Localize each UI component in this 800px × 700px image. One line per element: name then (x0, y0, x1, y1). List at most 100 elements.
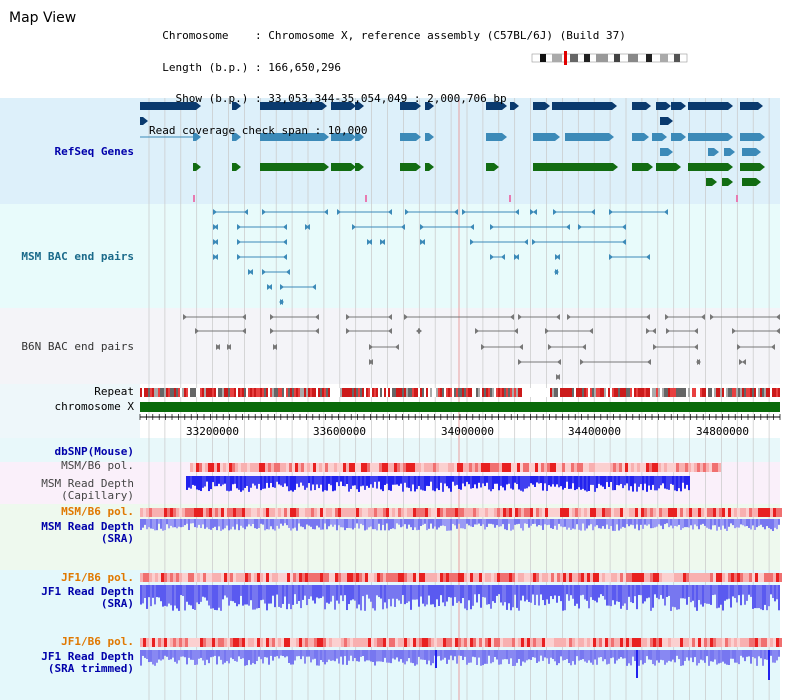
gene-arrow (502, 133, 507, 141)
read-depth-bar (562, 476, 564, 490)
polymorphism-mark (299, 508, 302, 517)
read-depth-bar (336, 585, 338, 601)
bac-end (665, 314, 669, 320)
read-depth-bar (196, 650, 198, 665)
ideogram-band (540, 54, 546, 62)
read-depth-bar (482, 476, 484, 484)
polymorphism-mark (589, 463, 592, 472)
read-depth-bar (160, 585, 162, 602)
polymorphism-mark (407, 573, 410, 582)
polymorphism-mark (200, 638, 203, 647)
repeat-mark (252, 388, 254, 397)
repeat-mark (746, 388, 748, 397)
track-label-msm-b6-pol-2[interactable]: MSM/B6 pol. (61, 505, 134, 518)
bac-end (312, 284, 316, 290)
bac-end (214, 239, 218, 245)
read-depth-bar (286, 519, 288, 526)
polymorphism-mark (668, 573, 671, 582)
repeat-mark (188, 388, 190, 397)
read-depth-bar (636, 476, 638, 492)
polymorphism-mark (188, 573, 191, 582)
read-depth-bar (700, 650, 702, 660)
polymorphism-mark (419, 573, 422, 582)
track-label-chromosome[interactable]: chromosome X (54, 400, 134, 413)
track-label-refseq[interactable]: RefSeq Genes (54, 145, 134, 158)
track-label-jf1-b6-pol-2[interactable]: JF1/B6 pol. (61, 635, 134, 648)
read-depth-bar (734, 650, 736, 663)
gene-arrow (359, 133, 364, 141)
track-label-msm-depth-sra[interactable]: MSM Read Depth (SRA) (41, 520, 134, 545)
repeat-mark (698, 388, 700, 397)
read-depth-bar (486, 650, 488, 664)
gene-block (660, 148, 668, 156)
polymorphism-mark (767, 508, 770, 517)
repeat-mark (550, 388, 552, 397)
track-label-msm-bac[interactable]: MSM BAC end pairs (21, 250, 134, 263)
read-depth-bar (650, 650, 652, 660)
read-depth-bar (190, 476, 192, 489)
read-depth-bar (240, 585, 242, 596)
read-depth-bar (270, 519, 272, 527)
gene-arrow (681, 133, 686, 141)
read-depth-bar (642, 476, 644, 491)
polymorphism-mark (499, 463, 502, 472)
track-label-dbsnp[interactable]: dbSNP(Mouse) (54, 445, 134, 458)
repeat-mark (606, 388, 608, 397)
read-depth-bar (656, 519, 658, 527)
polymorphism-mark (479, 508, 482, 517)
polymorphism-mark (500, 508, 503, 517)
track-label-jf1-depth-trimmed[interactable]: JF1 Read Depth (SRA trimmed) (41, 650, 134, 675)
polymorphism-mark (773, 573, 776, 582)
polymorphism-mark (532, 463, 535, 472)
track-label-jf1-depth-sra[interactable]: JF1 Read Depth (SRA) (41, 585, 134, 610)
polymorphism-mark (758, 638, 761, 647)
read-depth-bar (406, 519, 408, 529)
track-label-b6n-bac[interactable]: B6N BAC end pairs (21, 340, 134, 353)
polymorphism-mark (656, 573, 659, 582)
read-depth-bar (282, 519, 284, 526)
read-depth-bar (554, 519, 556, 526)
read-depth-bar (356, 650, 358, 662)
repeat-mark (694, 388, 696, 397)
repeat-mark (734, 388, 736, 397)
read-depth-bar (514, 519, 516, 525)
gene-arrow (612, 102, 617, 110)
bac-end (270, 328, 274, 334)
gene-arrow (728, 163, 733, 171)
read-depth-bar (380, 519, 382, 531)
repeat-mark (214, 388, 216, 397)
polymorphism-mark (599, 573, 602, 582)
repeat-mark (760, 388, 762, 397)
read-depth-bar (744, 650, 746, 662)
polymorphism-mark (623, 573, 626, 582)
polymorphism-mark (293, 573, 296, 582)
read-depth-bar (388, 519, 390, 531)
repeat-mark (422, 388, 424, 397)
polymorphism-mark (716, 573, 719, 582)
bac-end (710, 314, 714, 320)
read-depth-bar (594, 519, 596, 527)
track-label-jf1-b6-pol[interactable]: JF1/B6 pol. (61, 571, 134, 584)
polymorphism-mark (272, 638, 275, 647)
polymorphism-mark (713, 573, 716, 582)
polymorphism-mark (164, 508, 167, 517)
read-depth-bar (368, 519, 370, 528)
read-depth-bar (716, 519, 718, 531)
read-depth-bar (698, 585, 700, 601)
read-depth-bar (344, 476, 346, 487)
polymorphism-mark (734, 573, 737, 582)
repeat-mark (506, 388, 508, 397)
polymorphism-mark (445, 463, 448, 472)
repeat-mark (582, 388, 584, 397)
track-label-msm-b6-pol[interactable]: MSM/B6 pol. (61, 459, 134, 472)
track-label-repeat[interactable]: Repeat (94, 385, 134, 398)
read-depth-bar (524, 519, 526, 524)
polymorphism-mark (320, 508, 323, 517)
track-label-msm-depth-capillary[interactable]: MSM Read Depth (Capillary) (41, 477, 134, 502)
read-depth-bar (160, 519, 162, 529)
read-depth-bar (666, 519, 668, 524)
polymorphism-mark (485, 573, 488, 582)
repeat-mark (470, 388, 472, 397)
read-depth-bar (738, 585, 740, 596)
